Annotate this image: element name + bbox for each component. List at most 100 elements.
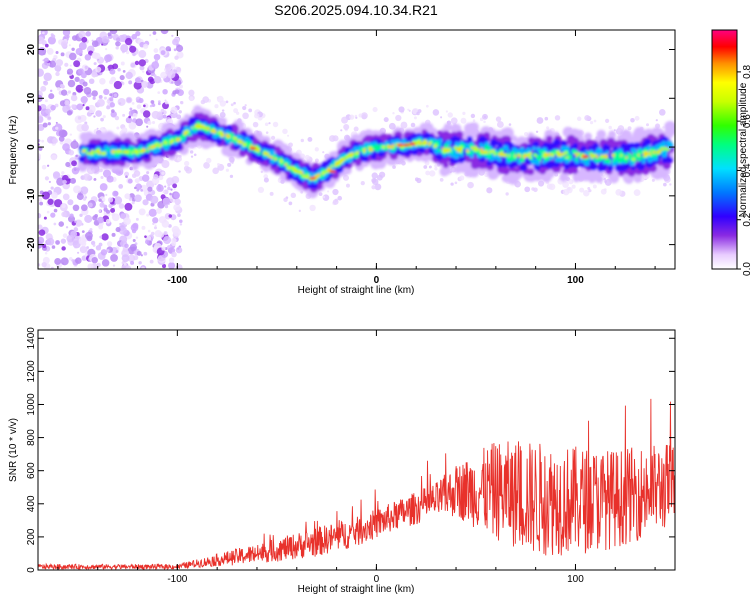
noise-speck xyxy=(151,103,156,108)
noise-speck xyxy=(67,215,76,223)
noise-speck xyxy=(460,117,467,124)
noise-speck xyxy=(44,43,49,48)
ridge-blob xyxy=(565,129,573,137)
noise-speck xyxy=(300,138,304,143)
noise-speck xyxy=(134,178,140,184)
noise-speck xyxy=(71,104,76,109)
noise-speck xyxy=(59,100,67,107)
noise-speck xyxy=(54,199,63,208)
noise-speck xyxy=(168,214,173,218)
noise-speck xyxy=(71,166,80,175)
noise-speck xyxy=(571,184,576,189)
noise-speck xyxy=(174,198,181,205)
noise-speck xyxy=(171,251,177,258)
noise-speck xyxy=(100,249,108,256)
noise-speck xyxy=(602,173,608,179)
ridge-blob xyxy=(167,143,171,147)
noise-speck xyxy=(128,80,133,85)
noise-speck xyxy=(171,241,177,247)
ridge-blob xyxy=(509,151,514,156)
noise-speck xyxy=(282,128,288,135)
noise-speck xyxy=(67,90,72,94)
ridge-blob xyxy=(608,172,620,184)
ridge-blob xyxy=(621,143,626,148)
ridge-blob xyxy=(533,163,541,171)
noise-speck xyxy=(107,32,112,37)
noise-speck xyxy=(172,38,179,46)
noise-speck xyxy=(157,102,161,106)
noise-speck xyxy=(146,171,150,175)
noise-speck xyxy=(288,201,293,206)
noise-speck xyxy=(141,266,145,269)
ridge-blob xyxy=(589,162,598,171)
noise-speck xyxy=(92,96,96,100)
noise-speck xyxy=(200,99,206,105)
noise-speck xyxy=(162,89,168,95)
noise-speck xyxy=(103,207,108,212)
noise-speck xyxy=(55,121,58,124)
noise-speck xyxy=(82,87,85,90)
noise-speck xyxy=(38,146,43,151)
noise-speck xyxy=(38,154,41,160)
noise-speck xyxy=(179,223,183,226)
noise-speck xyxy=(117,68,121,72)
ridge-blob xyxy=(79,132,89,142)
noise-speck xyxy=(593,119,597,123)
noise-speck xyxy=(354,114,358,118)
noise-speck xyxy=(62,143,70,152)
noise-speck xyxy=(175,44,184,52)
ridge-blob xyxy=(653,153,658,158)
noise-speck xyxy=(171,34,174,37)
noise-speck xyxy=(38,229,46,236)
noise-speck xyxy=(349,114,355,120)
noise-speck xyxy=(109,97,114,102)
noise-speck xyxy=(113,80,122,90)
noise-speck xyxy=(307,136,313,142)
noise-speck xyxy=(121,254,130,263)
noise-speck xyxy=(183,165,190,172)
noise-speck xyxy=(583,189,590,197)
ridge-blob xyxy=(410,147,419,155)
noise-speck xyxy=(531,187,535,191)
ridge-blob xyxy=(567,168,574,175)
noise-speck xyxy=(86,235,93,242)
noise-speck xyxy=(149,34,152,37)
noise-speck xyxy=(133,255,139,261)
noise-speck xyxy=(651,178,655,182)
noise-speck xyxy=(392,165,396,169)
ridge-blob xyxy=(442,153,447,158)
noise-speck xyxy=(78,30,86,39)
ridge-blob xyxy=(626,142,633,150)
ridge-blob xyxy=(566,134,576,144)
ridge-blob xyxy=(572,143,579,149)
noise-speck xyxy=(233,101,236,105)
noise-speck xyxy=(38,36,45,45)
noise-speck xyxy=(257,186,265,194)
ridge-blob xyxy=(150,141,154,145)
noise-speck xyxy=(472,119,476,122)
noise-speck xyxy=(151,110,160,119)
noise-speck xyxy=(160,71,168,79)
noise-speck xyxy=(371,178,377,184)
ridge-blob xyxy=(633,142,641,149)
noise-speck xyxy=(38,112,41,116)
noise-speck xyxy=(152,173,159,180)
ridge-blob xyxy=(583,160,590,167)
noise-speck xyxy=(77,116,82,120)
noise-speck xyxy=(46,48,54,55)
ridge-blob xyxy=(567,157,571,161)
ridge-blob xyxy=(636,162,645,171)
noise-speck xyxy=(93,62,97,66)
noise-speck xyxy=(79,213,83,217)
noise-speck xyxy=(62,30,71,37)
noise-speck xyxy=(153,226,157,230)
noise-speck xyxy=(658,109,666,116)
noise-speck xyxy=(50,154,57,161)
noise-speck xyxy=(214,104,219,109)
noise-speck xyxy=(193,153,197,157)
noise-speck xyxy=(123,262,127,266)
noise-speck xyxy=(129,45,137,53)
noise-speck xyxy=(70,140,79,149)
noise-speck xyxy=(128,115,131,119)
noise-speck xyxy=(99,235,103,239)
